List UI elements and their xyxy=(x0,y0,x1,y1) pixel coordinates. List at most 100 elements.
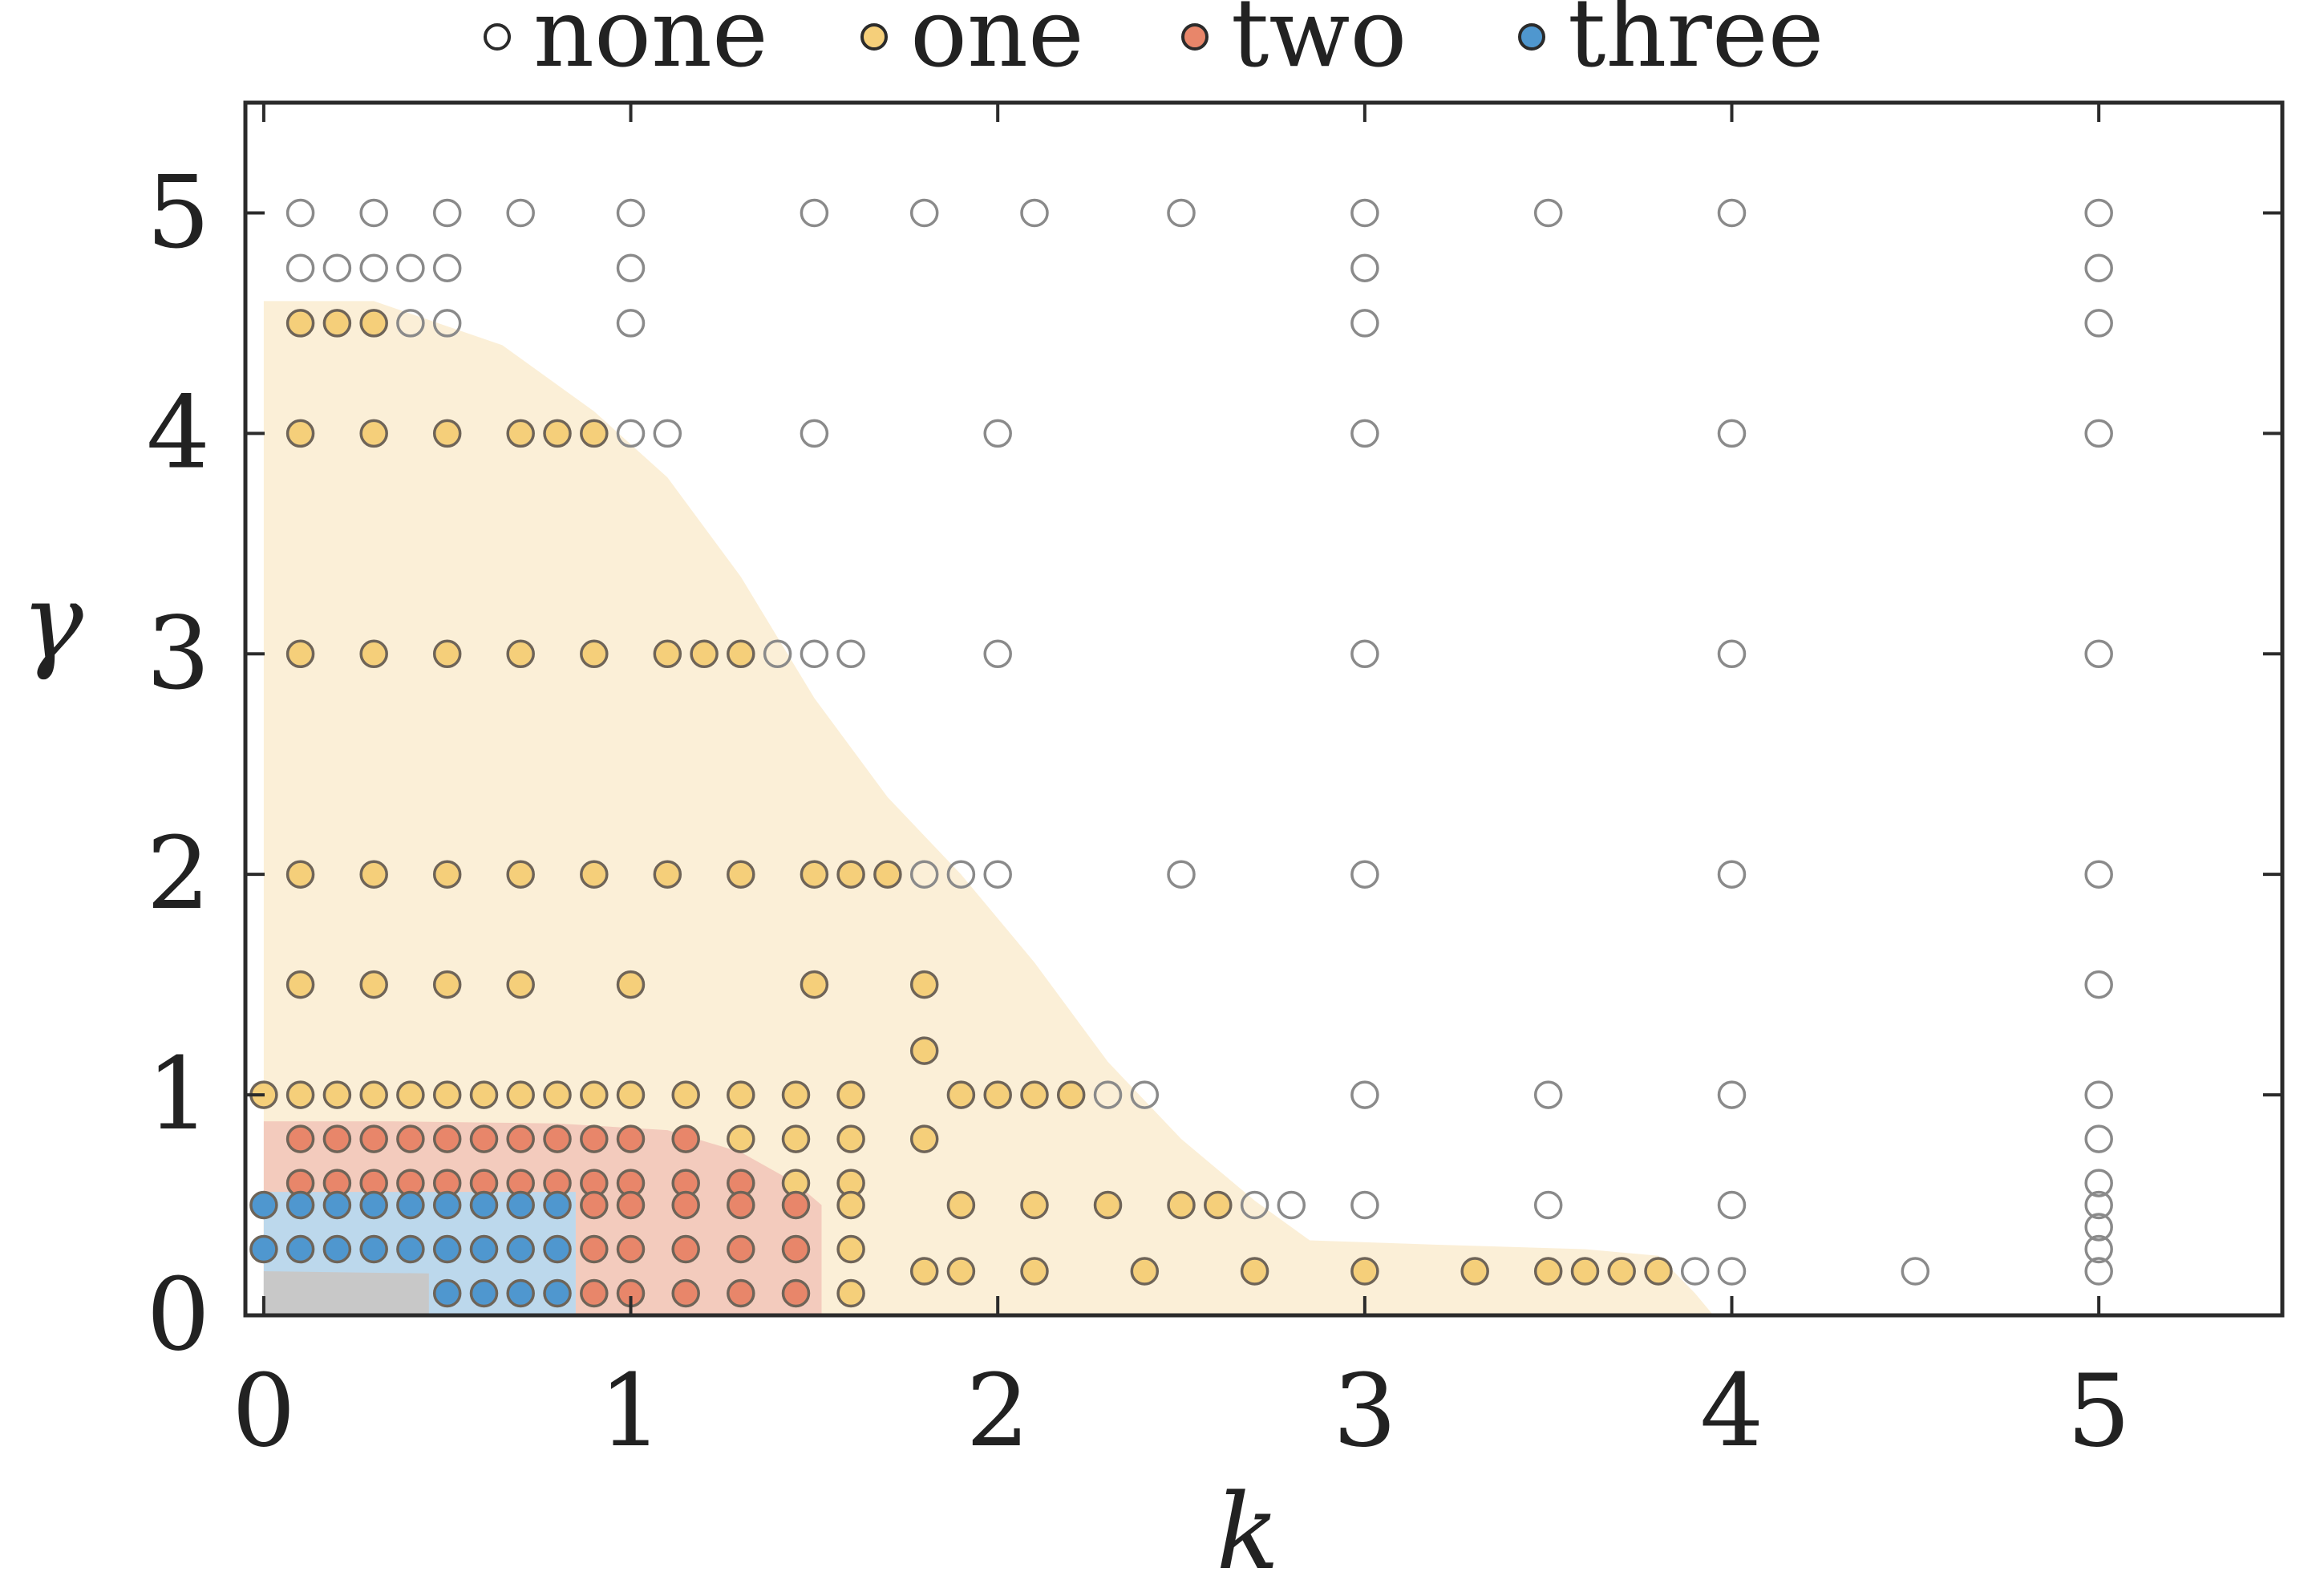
point-one xyxy=(322,1080,352,1109)
point-two xyxy=(671,1124,700,1153)
point-none xyxy=(2084,1213,2113,1242)
y-axis-label: γ xyxy=(21,561,83,683)
point-none xyxy=(800,419,829,448)
point-one xyxy=(396,1080,425,1109)
point-one xyxy=(909,1257,939,1286)
x-tick-label: 5 xyxy=(2067,1353,2131,1469)
point-none xyxy=(322,253,352,282)
point-one xyxy=(580,860,609,889)
point-one xyxy=(285,860,315,889)
point-none xyxy=(1533,1190,1563,1220)
point-one xyxy=(432,860,462,889)
point-two xyxy=(727,1278,755,1308)
point-none xyxy=(2084,1124,2113,1153)
point-one xyxy=(359,419,388,448)
point-none xyxy=(2084,198,2113,228)
point-two xyxy=(469,1124,499,1153)
point-one xyxy=(506,860,535,889)
point-none xyxy=(285,253,315,282)
point-none xyxy=(1717,1080,1747,1109)
point-none xyxy=(983,419,1012,448)
point-three xyxy=(285,1190,315,1220)
plot-frame xyxy=(243,100,2285,1318)
point-one xyxy=(1460,1257,1489,1286)
point-one xyxy=(836,1080,865,1109)
point-none xyxy=(909,860,939,889)
point-none xyxy=(1130,1080,1160,1109)
point-one xyxy=(580,1080,609,1109)
point-none xyxy=(432,253,462,282)
point-one xyxy=(1607,1257,1636,1286)
point-one xyxy=(727,860,755,889)
point-none xyxy=(359,198,388,228)
point-one xyxy=(836,860,865,889)
point-two xyxy=(432,1124,462,1153)
x-tick-label: 3 xyxy=(1333,1353,1397,1469)
point-two xyxy=(616,1124,646,1153)
point-none xyxy=(285,198,315,228)
point-one xyxy=(1020,1080,1049,1109)
point-one xyxy=(580,419,609,448)
point-one xyxy=(836,1124,865,1153)
point-three xyxy=(432,1278,462,1308)
point-none xyxy=(1717,639,1747,669)
point-one xyxy=(1570,1257,1600,1286)
legend-label-one: one xyxy=(910,0,1084,88)
point-none xyxy=(1350,309,1379,338)
point-none xyxy=(1533,198,1563,228)
legend-marker-three xyxy=(1518,23,1545,51)
point-one xyxy=(359,970,388,999)
point-one xyxy=(946,1080,976,1109)
point-one xyxy=(671,1080,700,1109)
point-none xyxy=(1680,1257,1710,1286)
point-one xyxy=(800,860,829,889)
point-three xyxy=(322,1190,352,1220)
legend: none one two three xyxy=(484,0,1824,88)
point-three xyxy=(469,1234,499,1264)
point-none xyxy=(836,639,865,669)
point-none xyxy=(946,860,976,889)
point-one xyxy=(285,970,315,999)
point-three xyxy=(506,1190,535,1220)
point-one xyxy=(781,1080,811,1109)
point-none xyxy=(1093,1080,1123,1109)
point-one xyxy=(432,419,462,448)
point-two xyxy=(285,1124,315,1153)
point-none xyxy=(1901,1257,1930,1286)
legend-marker-none xyxy=(484,23,511,51)
point-two xyxy=(580,1278,609,1308)
region-one xyxy=(263,301,1714,1315)
point-two xyxy=(543,1124,572,1153)
point-one xyxy=(322,309,352,338)
point-none xyxy=(396,253,425,282)
point-none xyxy=(653,419,682,448)
point-none xyxy=(2084,1190,2113,1220)
point-two xyxy=(322,1124,352,1153)
point-three xyxy=(249,1190,278,1220)
point-one xyxy=(1204,1190,1233,1220)
point-one xyxy=(506,419,535,448)
point-one xyxy=(359,309,388,338)
point-none xyxy=(2084,639,2113,669)
point-two xyxy=(506,1124,535,1153)
point-one xyxy=(580,639,609,669)
point-none xyxy=(1717,1190,1747,1220)
point-one xyxy=(432,1080,462,1109)
point-none xyxy=(1167,860,1196,889)
point-two xyxy=(781,1190,811,1220)
point-two xyxy=(580,1124,609,1153)
point-one xyxy=(1020,1257,1049,1286)
point-two xyxy=(781,1234,811,1264)
x-tick-label: 0 xyxy=(232,1353,296,1469)
ticks-layer: 0 1 2 3 4 5 0 1 2 3 4 5 xyxy=(146,103,2282,1469)
point-none xyxy=(1717,1257,1747,1286)
point-none xyxy=(1350,1080,1379,1109)
y-tick-label: 5 xyxy=(146,154,210,270)
point-three xyxy=(432,1190,462,1220)
point-one xyxy=(1350,1257,1379,1286)
point-none xyxy=(1350,253,1379,282)
point-one xyxy=(727,1124,755,1153)
point-three xyxy=(396,1190,425,1220)
point-one xyxy=(506,970,535,999)
